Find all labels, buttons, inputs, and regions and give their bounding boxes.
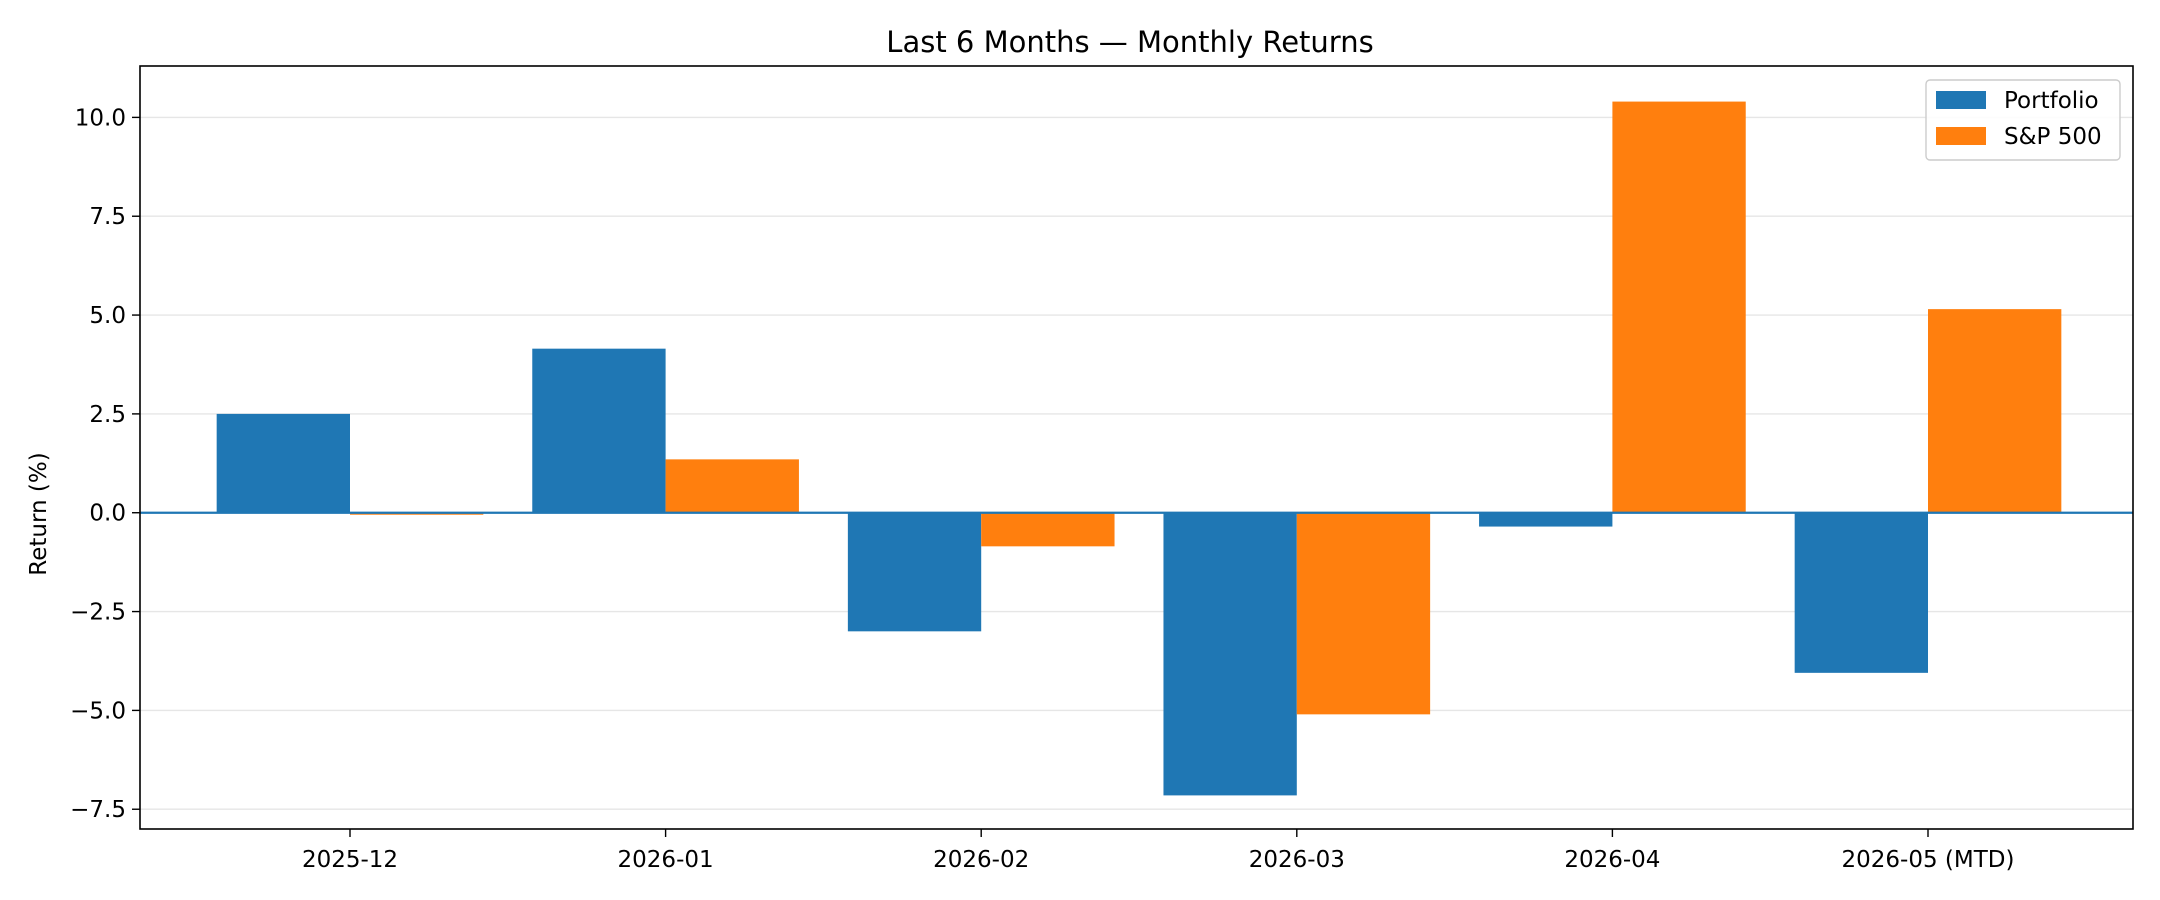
bar-sp500 <box>1612 101 1746 513</box>
bar-portfolio <box>1479 512 1613 527</box>
gridlines <box>140 116 2133 810</box>
bar-portfolio <box>847 512 982 632</box>
bar-portfolio <box>1794 512 1928 673</box>
chart-title: Last 6 Months — Monthly Returns <box>886 25 1373 59</box>
y-tick-label: 0.0 <box>89 501 126 527</box>
legend-swatch <box>1936 91 1986 109</box>
y-tick-label: 5.0 <box>89 303 126 329</box>
bar-sp500 <box>665 459 799 513</box>
y-tick-label: −5.0 <box>70 698 126 724</box>
legend-label: Portfolio <box>2004 88 2099 114</box>
legend-swatch <box>1936 127 1986 145</box>
y-tick-label: −2.5 <box>70 600 126 626</box>
x-tick-label: 2025-12 <box>302 847 398 873</box>
y-axis-label: Return (%) <box>26 452 52 575</box>
x-tick-label: 2026-02 <box>933 847 1029 873</box>
x-tick-label: 2026-01 <box>618 847 714 873</box>
y-tick-label: 7.5 <box>89 204 126 230</box>
x-tick-label: 2026-05 (MTD) <box>1842 847 2015 873</box>
bar-portfolio <box>1163 512 1297 796</box>
x-tick-label: 2026-04 <box>1564 847 1660 873</box>
bar-portfolio <box>532 348 666 513</box>
bar-sp500 <box>1296 512 1431 715</box>
legend-label: S&P 500 <box>2004 124 2102 150</box>
y-tick-label: −7.5 <box>70 797 126 823</box>
y-axis-ticks: 10.0 7.5 5.0 2.5 0.0 −2.5 −5.0 −7.5 <box>70 105 140 823</box>
plot-frame <box>139 65 2134 830</box>
bar-sp500 <box>981 512 1115 547</box>
legend: Portfolio S&P 500 <box>1925 79 2121 161</box>
bar-portfolio <box>216 413 350 513</box>
x-axis-ticks: 2025-12 2026-01 2026-02 2026-03 2026-04 2026-… <box>302 829 2015 873</box>
y-tick-label: 2.5 <box>89 402 126 428</box>
bars <box>216 101 2062 796</box>
y-tick-label: 10.0 <box>75 105 126 131</box>
bar-sp500 <box>1928 309 2062 513</box>
x-tick-label: 2026-03 <box>1249 847 1345 873</box>
